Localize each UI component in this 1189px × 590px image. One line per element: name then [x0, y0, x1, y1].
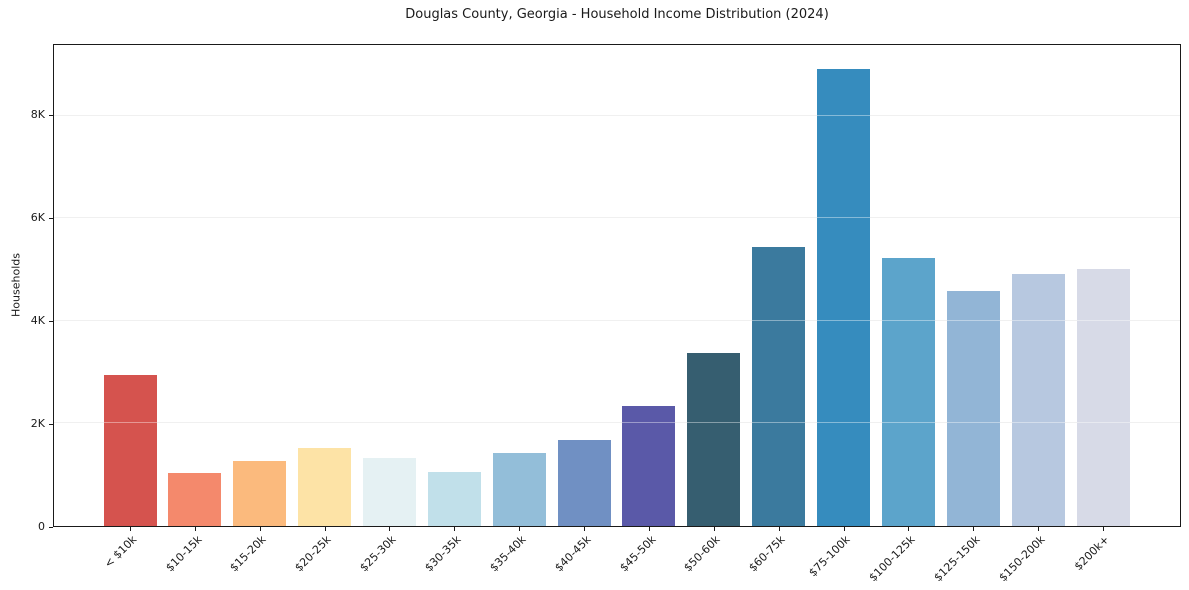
y-tick-mark [49, 424, 53, 425]
x-tick-label-text: $35-40k [487, 533, 529, 575]
gridline [54, 114, 1180, 116]
plot-area [53, 44, 1181, 527]
y-tick-label: 8K [30, 108, 45, 122]
x-tick-mark [324, 527, 326, 531]
bar [233, 461, 287, 526]
bar [1076, 269, 1130, 526]
bar [687, 353, 741, 526]
gridline [54, 422, 1180, 424]
y-tick-label: 2K [30, 417, 45, 430]
bar [427, 471, 481, 526]
x-tick-mark [584, 527, 586, 531]
x-tick-mark [454, 527, 456, 531]
x-tick-mark [389, 527, 391, 531]
gridline [54, 217, 1180, 219]
x-tick-mark [908, 527, 910, 531]
bar [752, 247, 806, 526]
x-tick-label-text: $125-150k [931, 533, 983, 585]
x-tick-label-text: $100-125k [866, 533, 918, 585]
y-axis-label-text: Households [9, 253, 23, 317]
x-tick-label-text: $20-25k [292, 533, 334, 575]
bar [298, 448, 352, 526]
x-tick-mark [194, 527, 196, 531]
gridline [54, 217, 1180, 219]
x-tick-mark [1103, 527, 1105, 531]
bar [881, 258, 935, 526]
bar [1011, 274, 1065, 526]
x-tick-mark [973, 527, 975, 531]
x-tick-label-text: $50-60k [681, 533, 724, 575]
gridline [54, 114, 1180, 116]
bar [622, 406, 676, 526]
x-tick-label-text: < $10k [101, 533, 140, 571]
x-tick-label-text: $60-75k [746, 533, 788, 575]
bar [492, 453, 546, 526]
x-tick-label-text: $30-35k [422, 533, 464, 575]
x-tick-label-text: $200k+ [1072, 533, 1113, 574]
x-tick-mark [519, 527, 521, 531]
gridline [54, 319, 1180, 321]
y-tick-label: 0 [38, 520, 45, 533]
y-tick-mark [49, 527, 53, 528]
x-tick-mark [259, 527, 261, 531]
gridline [54, 422, 1180, 424]
y-tick-mark [49, 115, 53, 117]
bar [103, 374, 157, 526]
x-tick-label-text: $45-50k [616, 533, 659, 575]
y-tick-mark [49, 321, 53, 323]
x-tick-label-text: $25-30k [357, 533, 399, 575]
y-tick-label: 4K [30, 314, 45, 328]
y-tick-mark [49, 218, 53, 220]
x-tick-mark [130, 527, 131, 531]
y-tick-label: 6K [30, 211, 45, 225]
x-tick-label-text: $40-45k [552, 533, 594, 575]
bar [557, 440, 611, 526]
x-tick-label-text: $15-20k [227, 533, 269, 575]
x-tick-label-text: $75-100k [806, 533, 853, 580]
bar [817, 68, 871, 526]
gridline [54, 319, 1180, 321]
x-tick-label-text: $10-15k [162, 533, 205, 575]
x-tick-mark [778, 527, 780, 531]
x-tick-label-text: $150-200k [996, 533, 1048, 585]
x-tick-mark [843, 527, 845, 531]
chart-title: Douglas County, Georgia - Household Inco… [405, 7, 829, 22]
x-tick-mark [713, 527, 715, 531]
bar [168, 473, 222, 526]
x-tick-mark [648, 527, 650, 531]
x-tick-mark [1038, 527, 1040, 531]
bar [362, 457, 416, 526]
bar [946, 291, 1000, 526]
